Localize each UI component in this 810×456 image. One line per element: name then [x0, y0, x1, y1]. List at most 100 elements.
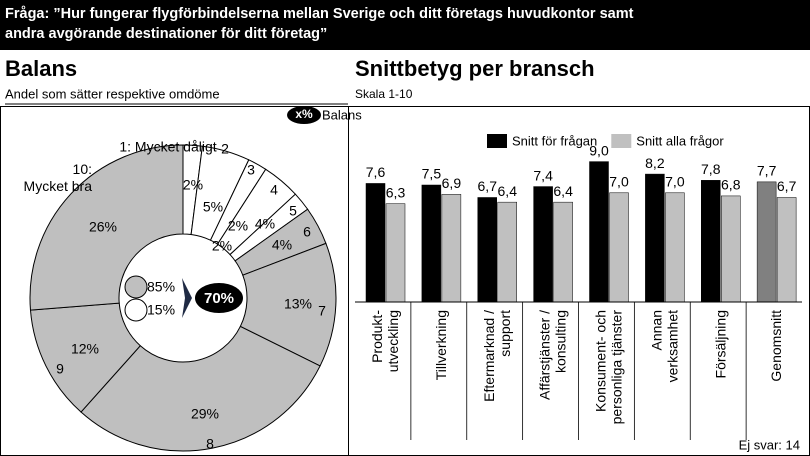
bar [553, 201, 573, 303]
legend-swatch [611, 134, 632, 148]
bar-value-label: 8,2 [645, 155, 665, 171]
bar-value-label: 6,7 [478, 178, 498, 194]
x-tick-label: Annanverksamhet [648, 310, 680, 382]
slice-value-label: 4% [272, 237, 292, 253]
slice-label: 6 [303, 224, 311, 240]
slice-value-label: 13% [284, 296, 312, 312]
badge-text: Balans [322, 107, 362, 122]
bar [776, 197, 797, 303]
positive-marker [124, 275, 148, 299]
bar [497, 201, 517, 303]
arrow [182, 278, 192, 318]
x-tick-label-line: Affärstjänster / [536, 310, 552, 400]
slice-label: 7 [318, 303, 326, 319]
header-line: Fråga: ”Hur fungerar flygförbindelserna … [5, 6, 634, 22]
slice-label: 8 [206, 436, 214, 452]
slice-label: 10: Mycket bra [24, 161, 93, 194]
slice-value-label: 29% [191, 406, 219, 422]
bar-value-label: 7,0 [665, 174, 685, 190]
slice-label: 5 [289, 203, 297, 219]
x-tick-label: Produkt-utveckling [369, 310, 401, 373]
x-tick-label: Affärstjänster /konsulting [536, 310, 568, 400]
slice [80, 325, 321, 452]
x-tick-label-line: Försäljning [712, 310, 728, 378]
pie-subtitle: Andel som sätter respektive omdöme [5, 86, 220, 101]
x-tick-label-line: Annan [648, 310, 664, 350]
slice-label: 9 [56, 361, 64, 377]
bar-value-label: 7,8 [701, 161, 721, 177]
balance-marker [195, 283, 243, 313]
x-tick-label-line: verksamhet [664, 310, 680, 382]
header-line: andra avgörande destinationer för ditt f… [5, 26, 327, 42]
bar-value-label: 7,5 [422, 166, 442, 182]
balance-label: 70% [204, 290, 234, 307]
x-tick-label: Konsument- ochpersonliga tjänster [592, 310, 624, 425]
bar-subtitle: Skala 1-10 [355, 87, 413, 101]
slice-label: 3 [247, 162, 255, 178]
slice-value-label: 2% [228, 218, 248, 234]
slice-label: 4 [270, 182, 278, 198]
x-tick-label-line: konsulting [552, 310, 568, 373]
bar [365, 183, 386, 303]
x-tick-label: Genomsnitt [768, 310, 784, 382]
slice-value-label: 2% [183, 177, 203, 193]
badge-label: x% [295, 107, 313, 121]
slice [239, 242, 337, 367]
bar-value-label: 7,0 [609, 174, 629, 190]
x-tick-label-line: Konsument- och [592, 310, 608, 412]
slice-label-line: Mycket bra [24, 178, 93, 194]
bar-value-label: 7,6 [366, 164, 386, 180]
x-tick-label: Tillverkning [433, 310, 449, 380]
bar [665, 192, 685, 303]
slice-value-label: 12% [71, 341, 99, 357]
slice-label: 1: Mycket dåligt [119, 139, 216, 155]
negative-label: 15% [147, 302, 175, 318]
legend-label: Snitt alla frågor [636, 133, 724, 148]
badge [287, 106, 321, 124]
bar-value-label: 6,3 [386, 184, 406, 200]
bar-value-label: 7,4 [533, 167, 553, 183]
slice-value-label: 4% [255, 216, 275, 232]
bar [721, 195, 741, 303]
bar [421, 184, 442, 303]
bar [756, 181, 777, 303]
negative-marker [124, 298, 148, 322]
x-tick-label-line: Eftermarknad / [480, 310, 496, 402]
bar-value-label: 6,4 [498, 183, 518, 199]
bar [645, 173, 665, 303]
bar [477, 197, 497, 303]
positive-label: 85% [147, 279, 175, 295]
bar [609, 192, 629, 303]
x-tick-label: Försäljning [712, 310, 728, 378]
bar-value-label: 6,4 [553, 183, 573, 199]
x-tick-label-line: utveckling [385, 310, 401, 372]
bar [441, 194, 462, 303]
bar [533, 186, 553, 303]
slice-label-line: 10: [73, 161, 92, 177]
header-bar [0, 0, 810, 50]
bar [589, 161, 609, 303]
x-tick-label-line: Produkt- [369, 310, 385, 363]
bar-value-label: 6,8 [721, 177, 741, 193]
bar-value-label: 6,9 [442, 175, 462, 191]
bar [385, 203, 406, 303]
bar-title: Snittbetyg per bransch [355, 56, 595, 81]
bar-value-label: 6,7 [777, 178, 797, 194]
slice-label: 2 [221, 141, 229, 157]
x-tick-label: Eftermarknad /support [480, 310, 512, 402]
legend-label: Snitt för frågan [512, 133, 597, 148]
x-tick-label-line: Tillverkning [433, 310, 449, 380]
x-tick-label-line: Genomsnitt [768, 310, 784, 382]
slice [29, 144, 184, 311]
slice-value-label: 2% [212, 238, 232, 254]
bar [701, 180, 721, 303]
footnote: Ej svar: 14 [739, 437, 800, 452]
x-tick-label-line: personliga tjänster [608, 310, 624, 425]
legend-swatch [487, 134, 507, 148]
bar-value-label: 9,0 [589, 142, 609, 158]
slice-value-label: 5% [203, 199, 223, 215]
x-tick-label-line: support [496, 310, 512, 357]
slice-value-label: 26% [89, 219, 117, 235]
bar-value-label: 7,7 [757, 163, 777, 179]
